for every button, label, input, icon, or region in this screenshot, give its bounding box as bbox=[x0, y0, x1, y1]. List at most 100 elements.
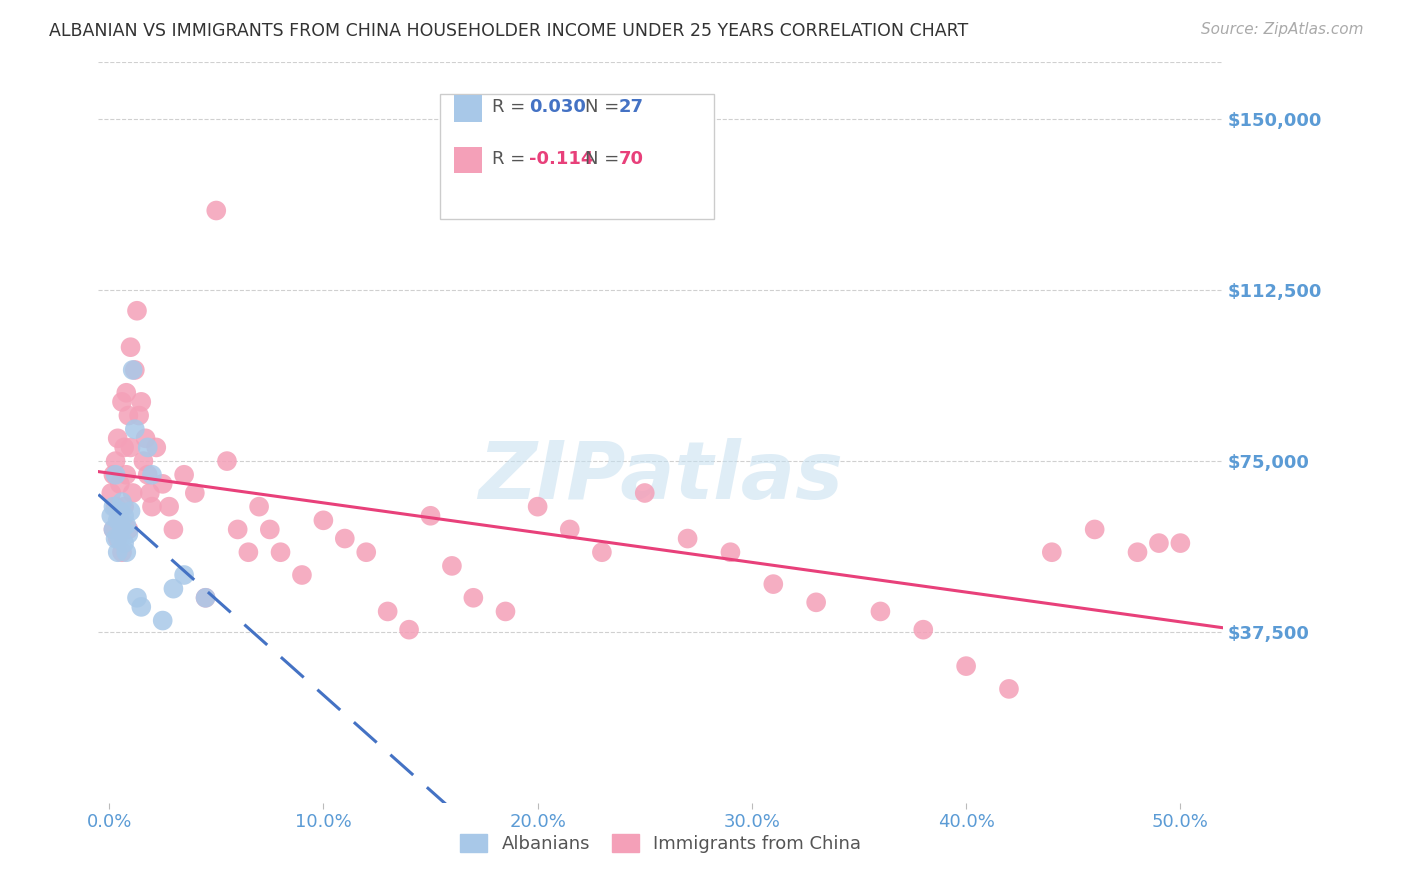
Point bbox=[912, 623, 935, 637]
Point bbox=[112, 536, 135, 550]
Text: R =: R = bbox=[492, 98, 531, 116]
Point bbox=[120, 504, 142, 518]
Point bbox=[104, 467, 127, 482]
Point bbox=[111, 523, 134, 537]
Text: 0.030: 0.030 bbox=[529, 98, 585, 116]
Point bbox=[107, 431, 129, 445]
Point bbox=[115, 517, 138, 532]
Point bbox=[152, 614, 174, 628]
Point bbox=[526, 500, 548, 514]
Point bbox=[100, 486, 122, 500]
Point bbox=[804, 595, 827, 609]
Point bbox=[162, 523, 184, 537]
Point bbox=[124, 422, 146, 436]
Point bbox=[108, 504, 131, 518]
Point bbox=[291, 568, 314, 582]
Point bbox=[226, 523, 249, 537]
Point bbox=[112, 508, 135, 523]
Point bbox=[955, 659, 977, 673]
Point bbox=[173, 568, 195, 582]
Point bbox=[152, 476, 174, 491]
Point bbox=[440, 558, 463, 573]
Point bbox=[998, 681, 1021, 696]
Point bbox=[117, 527, 139, 541]
Point bbox=[215, 454, 238, 468]
Point bbox=[129, 395, 152, 409]
Point bbox=[103, 467, 125, 482]
Point bbox=[495, 604, 517, 618]
Point bbox=[115, 385, 138, 400]
Point bbox=[762, 577, 785, 591]
Point bbox=[354, 545, 377, 559]
Point bbox=[194, 591, 217, 605]
Point bbox=[108, 532, 131, 546]
Point bbox=[676, 532, 699, 546]
Point bbox=[104, 454, 127, 468]
Text: ZIPatlas: ZIPatlas bbox=[478, 438, 844, 516]
Point bbox=[121, 363, 143, 377]
Point bbox=[103, 500, 125, 514]
Point bbox=[121, 486, 143, 500]
Point bbox=[104, 500, 127, 514]
Text: ALBANIAN VS IMMIGRANTS FROM CHINA HOUSEHOLDER INCOME UNDER 25 YEARS CORRELATION : ALBANIAN VS IMMIGRANTS FROM CHINA HOUSEH… bbox=[49, 22, 969, 40]
Text: Source: ZipAtlas.com: Source: ZipAtlas.com bbox=[1201, 22, 1364, 37]
Point bbox=[112, 441, 135, 455]
Point bbox=[107, 545, 129, 559]
Point bbox=[1147, 536, 1170, 550]
Point bbox=[377, 604, 399, 618]
Point bbox=[419, 508, 441, 523]
Legend: Albanians, Immigrants from China: Albanians, Immigrants from China bbox=[453, 827, 869, 861]
Point bbox=[634, 486, 657, 500]
Text: 70: 70 bbox=[619, 150, 644, 168]
Point bbox=[111, 495, 134, 509]
Text: N =: N = bbox=[585, 98, 624, 116]
Point bbox=[141, 500, 163, 514]
Point bbox=[270, 545, 292, 559]
Point bbox=[205, 203, 228, 218]
Point bbox=[104, 532, 127, 546]
Point bbox=[125, 591, 148, 605]
Point bbox=[136, 441, 159, 455]
Point bbox=[128, 409, 150, 423]
Point bbox=[259, 523, 281, 537]
Point bbox=[136, 467, 159, 482]
Point bbox=[194, 591, 217, 605]
Point bbox=[1170, 536, 1192, 550]
Point bbox=[103, 523, 125, 537]
Point bbox=[120, 340, 142, 354]
Point bbox=[1084, 523, 1107, 537]
Text: R =: R = bbox=[492, 150, 531, 168]
Point bbox=[112, 500, 135, 514]
Point bbox=[108, 513, 131, 527]
Point bbox=[124, 363, 146, 377]
Point bbox=[107, 532, 129, 546]
Text: -0.114: -0.114 bbox=[529, 150, 593, 168]
Point bbox=[141, 467, 163, 482]
Point bbox=[103, 523, 125, 537]
Point bbox=[111, 545, 134, 559]
Point bbox=[111, 395, 134, 409]
Point bbox=[1040, 545, 1063, 559]
Point bbox=[145, 441, 167, 455]
Point bbox=[139, 486, 162, 500]
Text: N =: N = bbox=[585, 150, 624, 168]
Point bbox=[184, 486, 207, 500]
Point bbox=[312, 513, 335, 527]
Point bbox=[120, 441, 142, 455]
Point bbox=[247, 500, 270, 514]
Point bbox=[117, 409, 139, 423]
Point bbox=[238, 545, 260, 559]
Point bbox=[117, 523, 139, 537]
Point bbox=[129, 599, 152, 614]
Point bbox=[591, 545, 613, 559]
Point bbox=[100, 508, 122, 523]
Point bbox=[162, 582, 184, 596]
Point bbox=[135, 431, 157, 445]
Point bbox=[869, 604, 891, 618]
Point bbox=[115, 467, 138, 482]
Point bbox=[132, 454, 155, 468]
Point bbox=[108, 476, 131, 491]
Point bbox=[115, 545, 138, 559]
Text: 27: 27 bbox=[619, 98, 644, 116]
Point bbox=[173, 467, 195, 482]
